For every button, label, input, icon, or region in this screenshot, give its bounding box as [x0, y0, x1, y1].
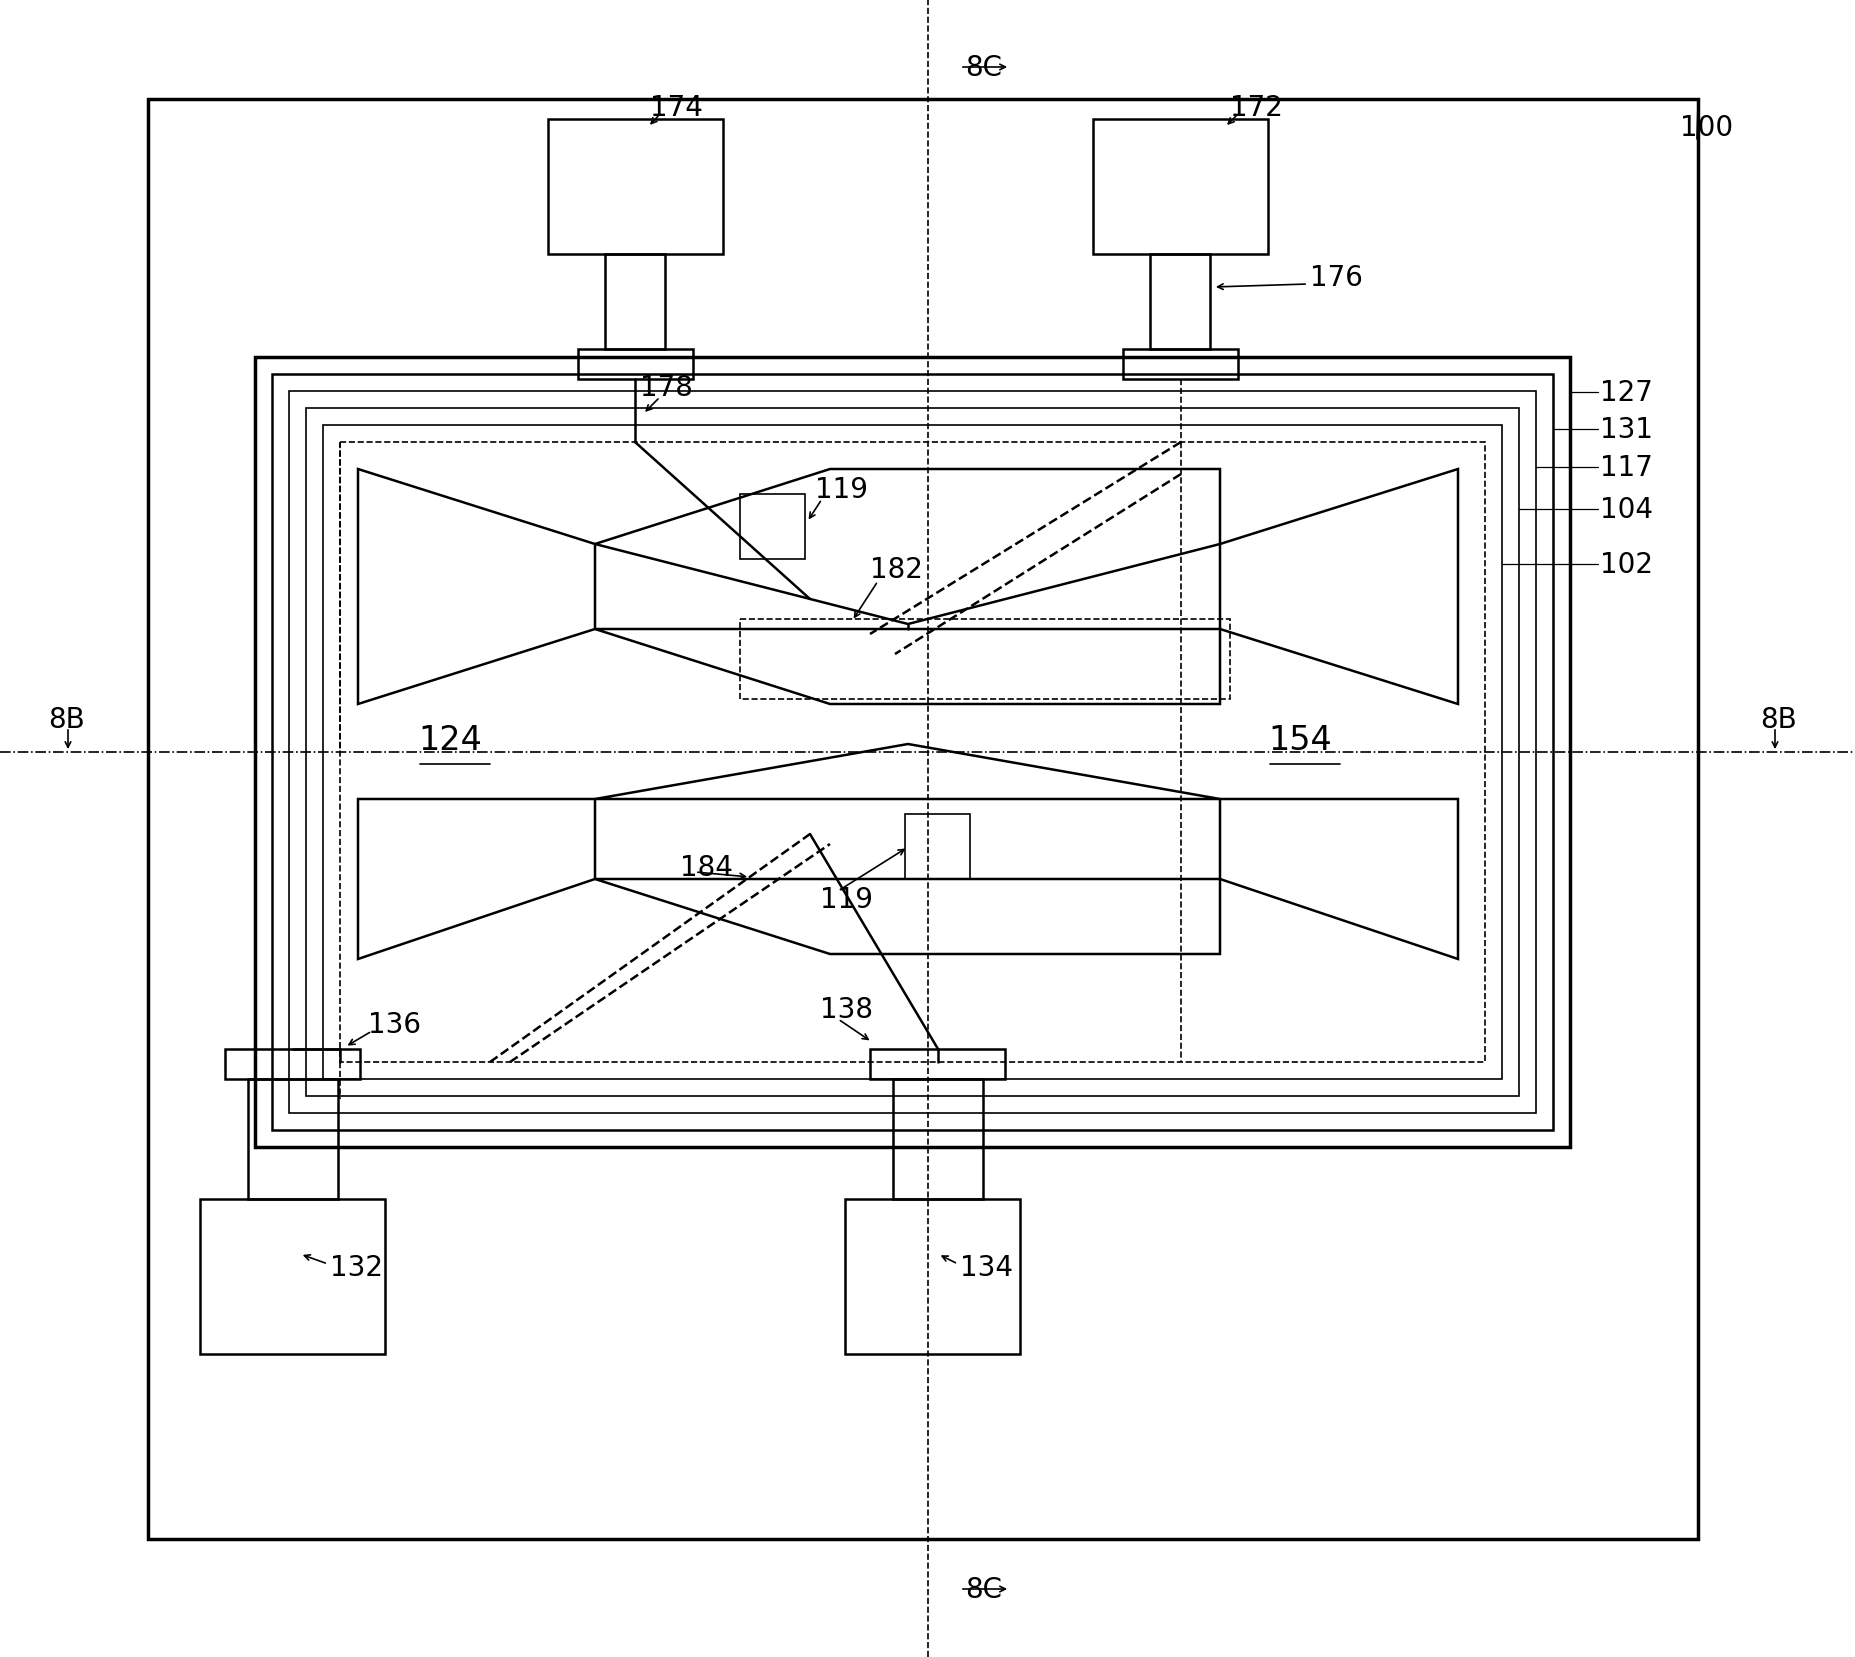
Bar	[844, 1200, 1020, 1354]
Bar	[249, 1079, 338, 1200]
Bar	[1150, 255, 1209, 350]
Bar	[547, 119, 723, 255]
Text: 119: 119	[820, 885, 872, 913]
Text: 154: 154	[1267, 722, 1332, 756]
Text: 124: 124	[417, 722, 482, 756]
Text: 117: 117	[1599, 454, 1653, 482]
Bar	[577, 350, 692, 379]
Bar	[740, 495, 805, 560]
Text: 8C: 8C	[965, 55, 1002, 81]
Bar	[1122, 350, 1237, 379]
Bar	[148, 99, 1697, 1539]
Text: 100: 100	[1679, 114, 1733, 143]
Bar	[306, 409, 1517, 1097]
Text: 8C: 8C	[965, 1576, 1002, 1602]
Bar	[892, 1079, 983, 1200]
Text: 176: 176	[1310, 263, 1362, 292]
Text: 119: 119	[814, 476, 868, 504]
Text: 8B: 8B	[48, 706, 85, 734]
Bar	[905, 815, 970, 880]
Bar	[1093, 119, 1267, 255]
Text: 174: 174	[649, 94, 703, 123]
Text: 104: 104	[1599, 495, 1653, 524]
Text: 184: 184	[679, 853, 733, 882]
Text: 178: 178	[640, 374, 692, 401]
Bar	[289, 391, 1536, 1114]
Text: 136: 136	[367, 1011, 421, 1039]
Text: 102: 102	[1599, 550, 1653, 578]
Bar	[740, 620, 1230, 699]
Bar	[224, 1049, 360, 1079]
Text: 182: 182	[870, 555, 922, 583]
Text: 134: 134	[959, 1253, 1013, 1281]
Text: 127: 127	[1599, 379, 1653, 406]
Bar	[273, 374, 1553, 1130]
Bar	[870, 1049, 1004, 1079]
Text: 8B: 8B	[1759, 706, 1796, 734]
Bar	[339, 442, 1484, 1062]
Bar	[254, 358, 1569, 1147]
Bar	[200, 1200, 384, 1354]
Text: 131: 131	[1599, 416, 1653, 444]
Text: 172: 172	[1230, 94, 1282, 123]
Text: 132: 132	[330, 1253, 382, 1281]
Bar	[605, 255, 664, 350]
Bar	[323, 426, 1501, 1079]
Text: 138: 138	[820, 996, 872, 1024]
